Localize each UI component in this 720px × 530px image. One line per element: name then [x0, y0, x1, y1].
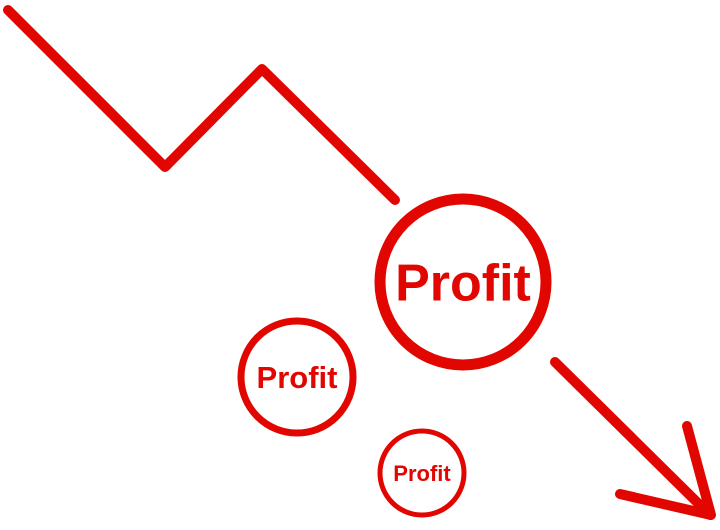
- arrow-head: [615, 421, 716, 520]
- profit-badge-medium-ring: [237, 317, 357, 437]
- profit-badge-small: Profit: [377, 428, 467, 518]
- profit-badge-medium: Profit: [237, 317, 357, 437]
- downward-trend-line-icon: [3, 5, 400, 205]
- down-right-arrow-icon: [550, 357, 716, 520]
- arrow-shaft: [550, 357, 715, 520]
- profit-badge-small-label: Profit: [393, 461, 451, 486]
- profit-badge-small-ring: [377, 428, 467, 518]
- profit-badge-large: Profit: [374, 193, 552, 371]
- profit-badge-medium-label: Profit: [257, 360, 338, 395]
- profit-badge-large-ring: [374, 193, 552, 371]
- profit-badge-large-label: Profit: [395, 255, 531, 313]
